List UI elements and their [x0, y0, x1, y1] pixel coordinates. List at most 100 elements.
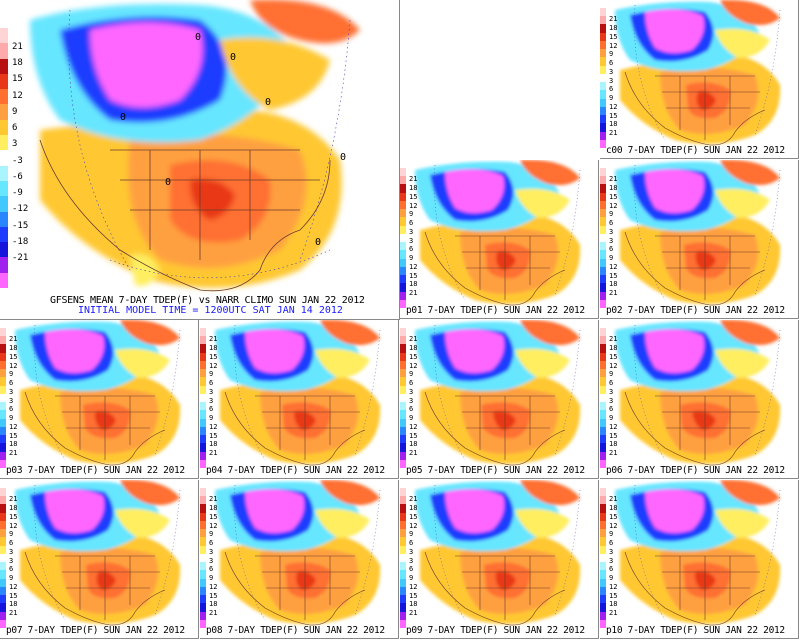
colorbar-tick-label: 15: [409, 431, 418, 440]
colorbar-tick-label: 21: [9, 495, 18, 504]
colorbar-tick-label: 6: [609, 219, 614, 227]
colorbar-tick-label: 18: [12, 58, 23, 68]
colorbar-tick-label: 6: [209, 565, 214, 574]
colorbar-tick-label: 15: [609, 591, 618, 600]
colorbar-tick-label: 12: [209, 582, 218, 591]
colorbar: [400, 488, 406, 629]
colorbar-tick-label: 9: [409, 530, 414, 539]
contour-label: 0: [340, 152, 346, 163]
colorbar-tick-label: 15: [209, 591, 218, 600]
member-map: [15, 480, 181, 626]
colorbar: [0, 488, 6, 629]
colorbar-tick-label: 18: [609, 184, 618, 192]
colorbar-tick-label: 12: [209, 361, 218, 370]
member-caption: p04 7-DAY TDEP(F) SUN JAN 22 2012: [206, 465, 385, 476]
colorbar-tick-label: 15: [9, 512, 18, 521]
colorbar-tick-label: 15: [12, 74, 23, 85]
colorbar-tick-label: -9: [12, 188, 23, 198]
member-caption: c00 7-DAY TDEP(F) SUN JAN 22 2012: [606, 145, 785, 156]
colorbar-tick-label: 6: [9, 405, 14, 414]
colorbar-tick-label: 9: [609, 370, 614, 379]
colorbar-tick-label: 12: [409, 201, 418, 210]
colorbar-tick-label: 6: [9, 565, 14, 574]
colorbar-tick-label: 21: [409, 335, 418, 344]
member-map-panel-p09: 21 18 15 12 9 6 3 3 6 9 12 15 18 21 p09 7-DAY TDEP(F) …: [400, 480, 599, 639]
colorbar-tick-label: 18: [409, 280, 418, 289]
ensemble-mean-map-panel: 0 0 0 0 0 0 0 21 18 15 12 9 6 3 -3 -6 -9 -12 -15 -18…: [0, 0, 400, 320]
colorbar-tick-label: 9: [609, 254, 614, 262]
colorbar-tick-label: 9: [209, 574, 214, 582]
colorbar-tick-label: 6: [609, 405, 614, 414]
colorbar-tick-label: 18: [409, 504, 418, 512]
member-map-panel-p01: 21 18 15 12 9 6 3 3 6 9 12 15 18 21 p01 7-DAY TDEP(F) …: [400, 160, 599, 319]
colorbar: [600, 168, 606, 309]
colorbar-labels: 21 18 15 12 9 6 3 3 6 9 12 15 18 21: [9, 328, 23, 468]
colorbar-tick-label: 18: [209, 440, 218, 449]
colorbar-tick-label: 15: [609, 111, 618, 120]
colorbar-tick-label: 6: [609, 379, 614, 387]
colorbar-tick-label: 21: [209, 495, 218, 504]
member-map-panel-p08: 21 18 15 12 9 6 3 3 6 9 12 15 18 21 p08 7-DAY TDEP(F) …: [200, 480, 399, 639]
colorbar-tick-label: 6: [209, 405, 214, 414]
colorbar: [600, 488, 606, 629]
colorbar-tick-label: 21: [12, 41, 23, 52]
colorbar-tick-label: 12: [9, 422, 18, 431]
colorbar-tick-label: 15: [609, 32, 618, 41]
colorbar-tick-label: 18: [9, 600, 18, 609]
colorbar-tick-label: 12: [609, 422, 618, 431]
colorbar-tick-label: 3: [609, 236, 614, 245]
member-map: [215, 320, 381, 466]
colorbar-labels: 21 18 15 12 9 6 3 -3 -6 -9 -12 -15 -18 -21: [12, 28, 32, 288]
colorbar-tick-label: -15: [12, 220, 29, 231]
colorbar-tick-label: 12: [9, 521, 18, 530]
colorbar-tick-label: 6: [609, 565, 614, 574]
colorbar-tick-label: 12: [609, 521, 618, 530]
colorbar-tick-label: 12: [409, 262, 418, 271]
member-map: [215, 480, 381, 626]
colorbar-tick-label: 6: [9, 539, 14, 547]
colorbar-tick-label: 6: [409, 379, 414, 387]
colorbar-tick-label: -3: [12, 155, 23, 166]
colorbar-tick-label: 3: [609, 396, 614, 405]
colorbar-tick-label: 18: [609, 344, 618, 352]
colorbar-tick-label: -6: [12, 171, 23, 182]
colorbar-tick-label: 3: [409, 547, 414, 556]
colorbar-tick-label: 3: [9, 556, 14, 565]
member-caption: p02 7-DAY TDEP(F) SUN JAN 22 2012: [606, 305, 785, 316]
member-map: [615, 160, 781, 306]
colorbar-tick-label: 12: [609, 262, 618, 271]
colorbar-tick-label: 9: [209, 370, 214, 379]
colorbar-tick-label: 18: [9, 504, 18, 512]
member-map-panel-p06: 21 18 15 12 9 6 3 3 6 9 12 15 18 21 p06 7-DAY TDEP(F) …: [600, 320, 799, 479]
member-map: [15, 320, 181, 466]
member-caption: p08 7-DAY TDEP(F) SUN JAN 22 2012: [206, 625, 385, 636]
colorbar-tick-label: 3: [209, 547, 214, 556]
colorbar-labels: 21 18 15 12 9 6 3 3 6 9 12 15 18 21: [609, 328, 623, 468]
colorbar-tick-label: 15: [409, 591, 418, 600]
colorbar-tick-label: 12: [209, 521, 218, 530]
colorbar-tick-label: 21: [409, 175, 418, 184]
colorbar-tick-label: 12: [409, 582, 418, 591]
colorbar-tick-label: 18: [609, 24, 618, 32]
colorbar-tick-label: 18: [609, 600, 618, 609]
colorbar-tick-label: 3: [209, 396, 214, 405]
member-map: [415, 320, 581, 466]
member-map-panel-p05: 21 18 15 12 9 6 3 3 6 9 12 15 18 21 p05 7-DAY TDEP(F) …: [400, 320, 599, 479]
colorbar-tick-label: 12: [609, 361, 618, 370]
colorbar-tick-label: 21: [609, 335, 618, 344]
colorbar-tick-label: 6: [209, 539, 214, 547]
member-caption: p06 7-DAY TDEP(F) SUN JAN 22 2012: [606, 465, 785, 476]
member-map: [415, 480, 581, 626]
colorbar-tick-label: 15: [609, 352, 618, 361]
contour-label: 0: [195, 32, 201, 43]
colorbar-tick-label: 6: [609, 85, 614, 94]
colorbar-tick-label: 21: [409, 495, 418, 504]
colorbar-tick-label: 18: [409, 184, 418, 192]
colorbar-tick-label: 6: [609, 539, 614, 547]
colorbar-tick-label: 15: [209, 512, 218, 521]
member-map: [615, 320, 781, 466]
colorbar-tick-label: 6: [12, 123, 18, 133]
colorbar-tick-label: 12: [9, 582, 18, 591]
colorbar-labels: 21 18 15 12 9 6 3 3 6 9 12 15 18 21: [209, 488, 223, 628]
colorbar-tick-label: 9: [409, 574, 414, 582]
